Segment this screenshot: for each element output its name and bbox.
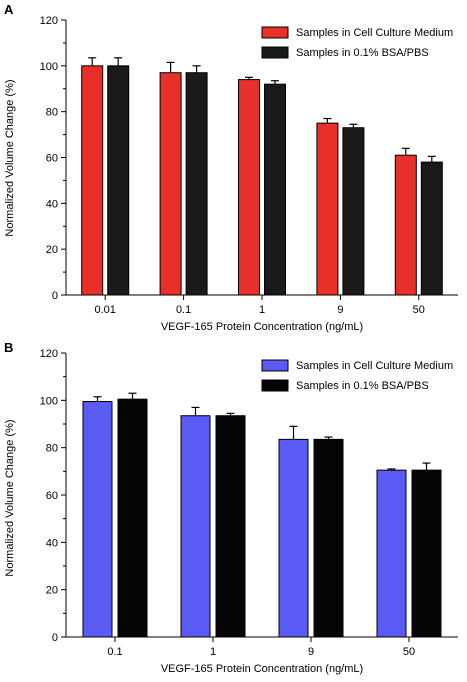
panel-b-bar <box>411 469 442 638</box>
panel-a-legend-label: Samples in Cell Culture Medium <box>296 27 453 39</box>
panel-a-bar <box>81 65 104 296</box>
panel-b-legend-swatch <box>261 379 289 392</box>
panel-b-legend-label: Samples in 0.1% BSA/PBS <box>296 380 429 392</box>
panel-b-x-tick-label: 0.1 <box>107 646 122 658</box>
panel-a-y-tick-label: 120 <box>40 15 58 27</box>
panel-b-y-tick-label: 120 <box>40 348 58 360</box>
panel-a-bar <box>316 122 339 296</box>
panel-b-x-tick-label: 9 <box>308 646 314 658</box>
panel-b-y-tick-label: 0 <box>52 632 58 644</box>
panel-b-y-tick-label: 20 <box>46 585 58 597</box>
panel-a-x-tick-label: 1 <box>259 304 265 316</box>
panel-a-y-tick-label: 20 <box>46 244 58 256</box>
panel-b-y-tick-label: 80 <box>46 443 58 455</box>
panel-a-x-axis-title: VEGF-165 Protein Concentration (ng/mL) <box>161 321 363 333</box>
panel-a-bar <box>185 72 208 296</box>
panel-a-y-tick-label: 60 <box>46 153 58 165</box>
panel-b-legend-label: Samples in Cell Culture Medium <box>296 360 453 372</box>
panel-b-bar <box>376 469 407 638</box>
panel-a-plot: 0 20 40 60 80 100 120 0.01 0.1 1 9 50 Samples in Cel… <box>40 15 458 316</box>
panel-a-bar <box>238 79 260 296</box>
panel-a-bar <box>107 65 130 296</box>
panel-a-bar <box>342 127 365 296</box>
panel-a-legend-label: Samples in 0.1% BSA/PBS <box>296 47 429 59</box>
panel-b-bar <box>117 398 148 638</box>
panel-a-x-tick-label: 9 <box>337 304 343 316</box>
panel-b-bar <box>82 401 113 638</box>
panel-b-bar <box>278 438 309 638</box>
panel-a-legend-swatch <box>261 26 289 39</box>
panel-b-bar <box>215 415 246 638</box>
panel-b-bar <box>180 415 211 638</box>
panel-label-a: A <box>4 2 14 17</box>
panel-a-bar <box>420 161 443 296</box>
panel-a-y-tick-label: 40 <box>46 198 58 210</box>
panel-label-b: B <box>4 340 13 355</box>
panel-b-y-tick-label: 60 <box>46 490 58 502</box>
panel-b-bar <box>313 438 344 638</box>
panel-a-legend-swatch <box>261 46 289 59</box>
panel-b-legend-swatch <box>261 359 289 372</box>
panel-a-y-axis-title: Normalized Volume Change (%) <box>4 79 16 236</box>
panel-b-y-axis-title: Normalized Volume Change (%) <box>4 419 16 576</box>
panel-a-y-tick-label: 80 <box>46 107 58 119</box>
panel-b-plot: 0 20 40 60 80 100 120 0.1 1 9 50 Samples in Cell Cu… <box>40 348 458 658</box>
panel-a-x-tick-label: 50 <box>413 304 425 316</box>
panel-a-bar <box>159 72 182 296</box>
panel-b-y-tick-label: 100 <box>40 395 58 407</box>
panel-a-x-tick-label: 0.01 <box>94 304 115 316</box>
panel-a-bar <box>394 154 417 296</box>
panel-a-bar <box>264 83 286 296</box>
panel-b-x-axis-title: VEGF-165 Protein Concentration (ng/mL) <box>161 663 363 675</box>
panel-a-x-tick-label: 0.1 <box>176 304 191 316</box>
panel-a-y-tick-label: 0 <box>52 290 58 302</box>
panel-b-y-tick-label: 40 <box>46 537 58 549</box>
panel-a-y-tick-label: 100 <box>40 61 58 73</box>
panel-b-x-tick-label: 50 <box>403 646 415 658</box>
panel-b-x-tick-label: 1 <box>210 646 216 658</box>
